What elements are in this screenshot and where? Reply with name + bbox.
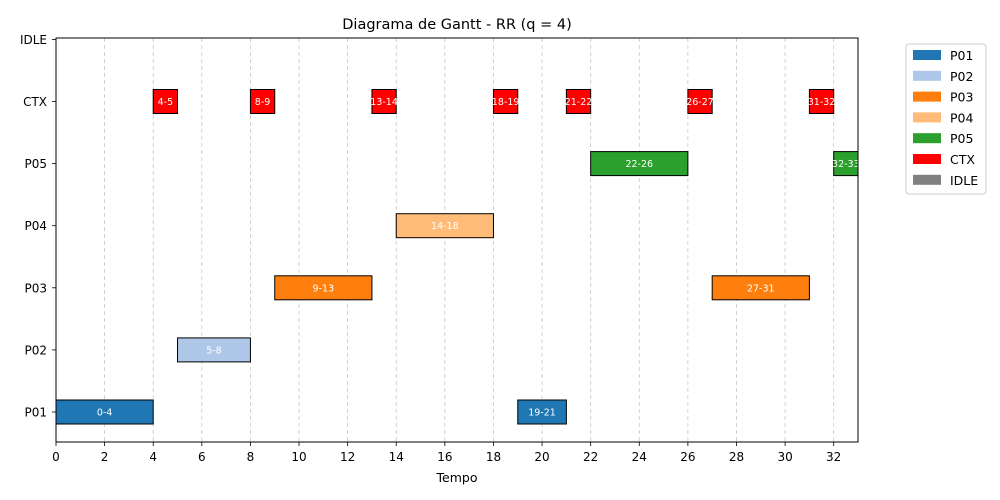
- y-tick-label: IDLE: [20, 33, 47, 47]
- y-tick-label: CTX: [23, 95, 47, 109]
- legend-label: CTX: [950, 152, 975, 167]
- gantt-bar-label: 22-26: [625, 159, 653, 170]
- gantt-bar-label: 21-22: [565, 97, 593, 108]
- x-tick-label: 32: [826, 450, 841, 464]
- chart-title: Diagrama de Gantt - RR (q = 4): [342, 17, 572, 33]
- x-tick-label: 30: [777, 450, 792, 464]
- legend-label: P02: [950, 69, 973, 84]
- bars: [56, 89, 858, 425]
- x-tick-label: 4: [149, 450, 157, 464]
- gantt-bar-label: 13-14: [370, 97, 398, 108]
- gantt-bar: [590, 151, 689, 177]
- legend-swatch: [913, 70, 941, 81]
- gantt-bar-label: 26-27: [686, 97, 714, 108]
- gantt-bar-label: 27-31: [747, 283, 775, 294]
- gantt-bar: [56, 399, 154, 425]
- legend-swatch: [913, 112, 941, 123]
- plot-frame: [55, 37, 859, 443]
- legend-swatch: [913, 50, 941, 60]
- x-tick-label: 18: [486, 450, 501, 464]
- x-tick-label: 8: [247, 450, 255, 464]
- x-tick-label: 26: [680, 450, 695, 464]
- y-axis: P01 P02 P03 P04 P05 CTX IDLE: [20, 33, 56, 420]
- y-tick-label: P01: [24, 406, 47, 420]
- legend-label: P01: [950, 48, 973, 63]
- x-tick-label: 28: [729, 450, 744, 464]
- legend-label: IDLE: [950, 173, 978, 188]
- x-tick-label: 2: [101, 450, 109, 464]
- gantt-bar: [152, 89, 179, 114]
- legend: P01 P02 P03 P04 P05 CTX IDLE: [905, 43, 987, 195]
- x-tick-label: 24: [632, 450, 647, 464]
- gantt-bar-label: 14-18: [431, 221, 459, 232]
- x-tick-label: 10: [291, 450, 306, 464]
- legend-label: P03: [950, 90, 973, 105]
- y-tick-label: P03: [24, 281, 47, 295]
- x-tick-label: 20: [534, 450, 549, 464]
- gantt-bar-label: 5-8: [206, 345, 222, 356]
- x-tick-label: 16: [437, 450, 452, 464]
- legend-label: P05: [950, 131, 973, 146]
- gantt-bar: [517, 399, 567, 425]
- gantt-bar: [833, 151, 858, 177]
- gantt-bar: [492, 89, 519, 114]
- gantt-bar-label: 19-21: [528, 408, 556, 419]
- gantt-bar: [274, 275, 373, 301]
- gantt-bar: [177, 337, 251, 363]
- x-tick-label: 12: [340, 450, 355, 464]
- bar-labels: 0-4 4-5 5-8 8-9 9-13 13-14 14-18 18-19 19-21 21-2…: [97, 97, 860, 419]
- x-axis-label: Tempo: [436, 470, 478, 485]
- gantt-bar-label: 4-5: [158, 97, 174, 108]
- y-tick-label: P04: [24, 219, 47, 233]
- gantt-bar-label: 0-4: [97, 408, 113, 419]
- x-tick-label: 6: [198, 450, 206, 464]
- gantt-bar: [371, 89, 397, 114]
- legend-swatch: [913, 133, 941, 144]
- y-tick-label: P05: [24, 157, 47, 171]
- x-axis: 0 2 4 6 8 10 12 14 16 18 20 22 24 26 28 30 32: [52, 442, 841, 464]
- gantt-bar: [249, 89, 276, 114]
- gantt-bar: [808, 89, 835, 114]
- gantt-bar: [395, 213, 494, 239]
- legend-swatch: [913, 154, 941, 164]
- gantt-bar: [687, 89, 713, 114]
- gantt-bar: [565, 89, 592, 114]
- legend-label: P04: [950, 110, 973, 125]
- y-tick-label: P02: [24, 343, 47, 357]
- x-tick-label: 14: [389, 450, 404, 464]
- gantt-bar-label: 18-19: [492, 97, 520, 108]
- x-tick-label: 0: [52, 450, 60, 464]
- legend-swatch: [913, 174, 941, 185]
- gantt-bar-label: 32-33: [832, 159, 860, 170]
- gantt-bar-label: 9-13: [313, 283, 335, 294]
- x-tick-label: 22: [583, 450, 598, 464]
- gantt-bar: [711, 275, 810, 301]
- grid: [55, 38, 835, 442]
- legend-swatch: [913, 91, 941, 102]
- gantt-bar-label: 8-9: [255, 97, 271, 108]
- gantt-bar-label: 31-32: [808, 97, 836, 108]
